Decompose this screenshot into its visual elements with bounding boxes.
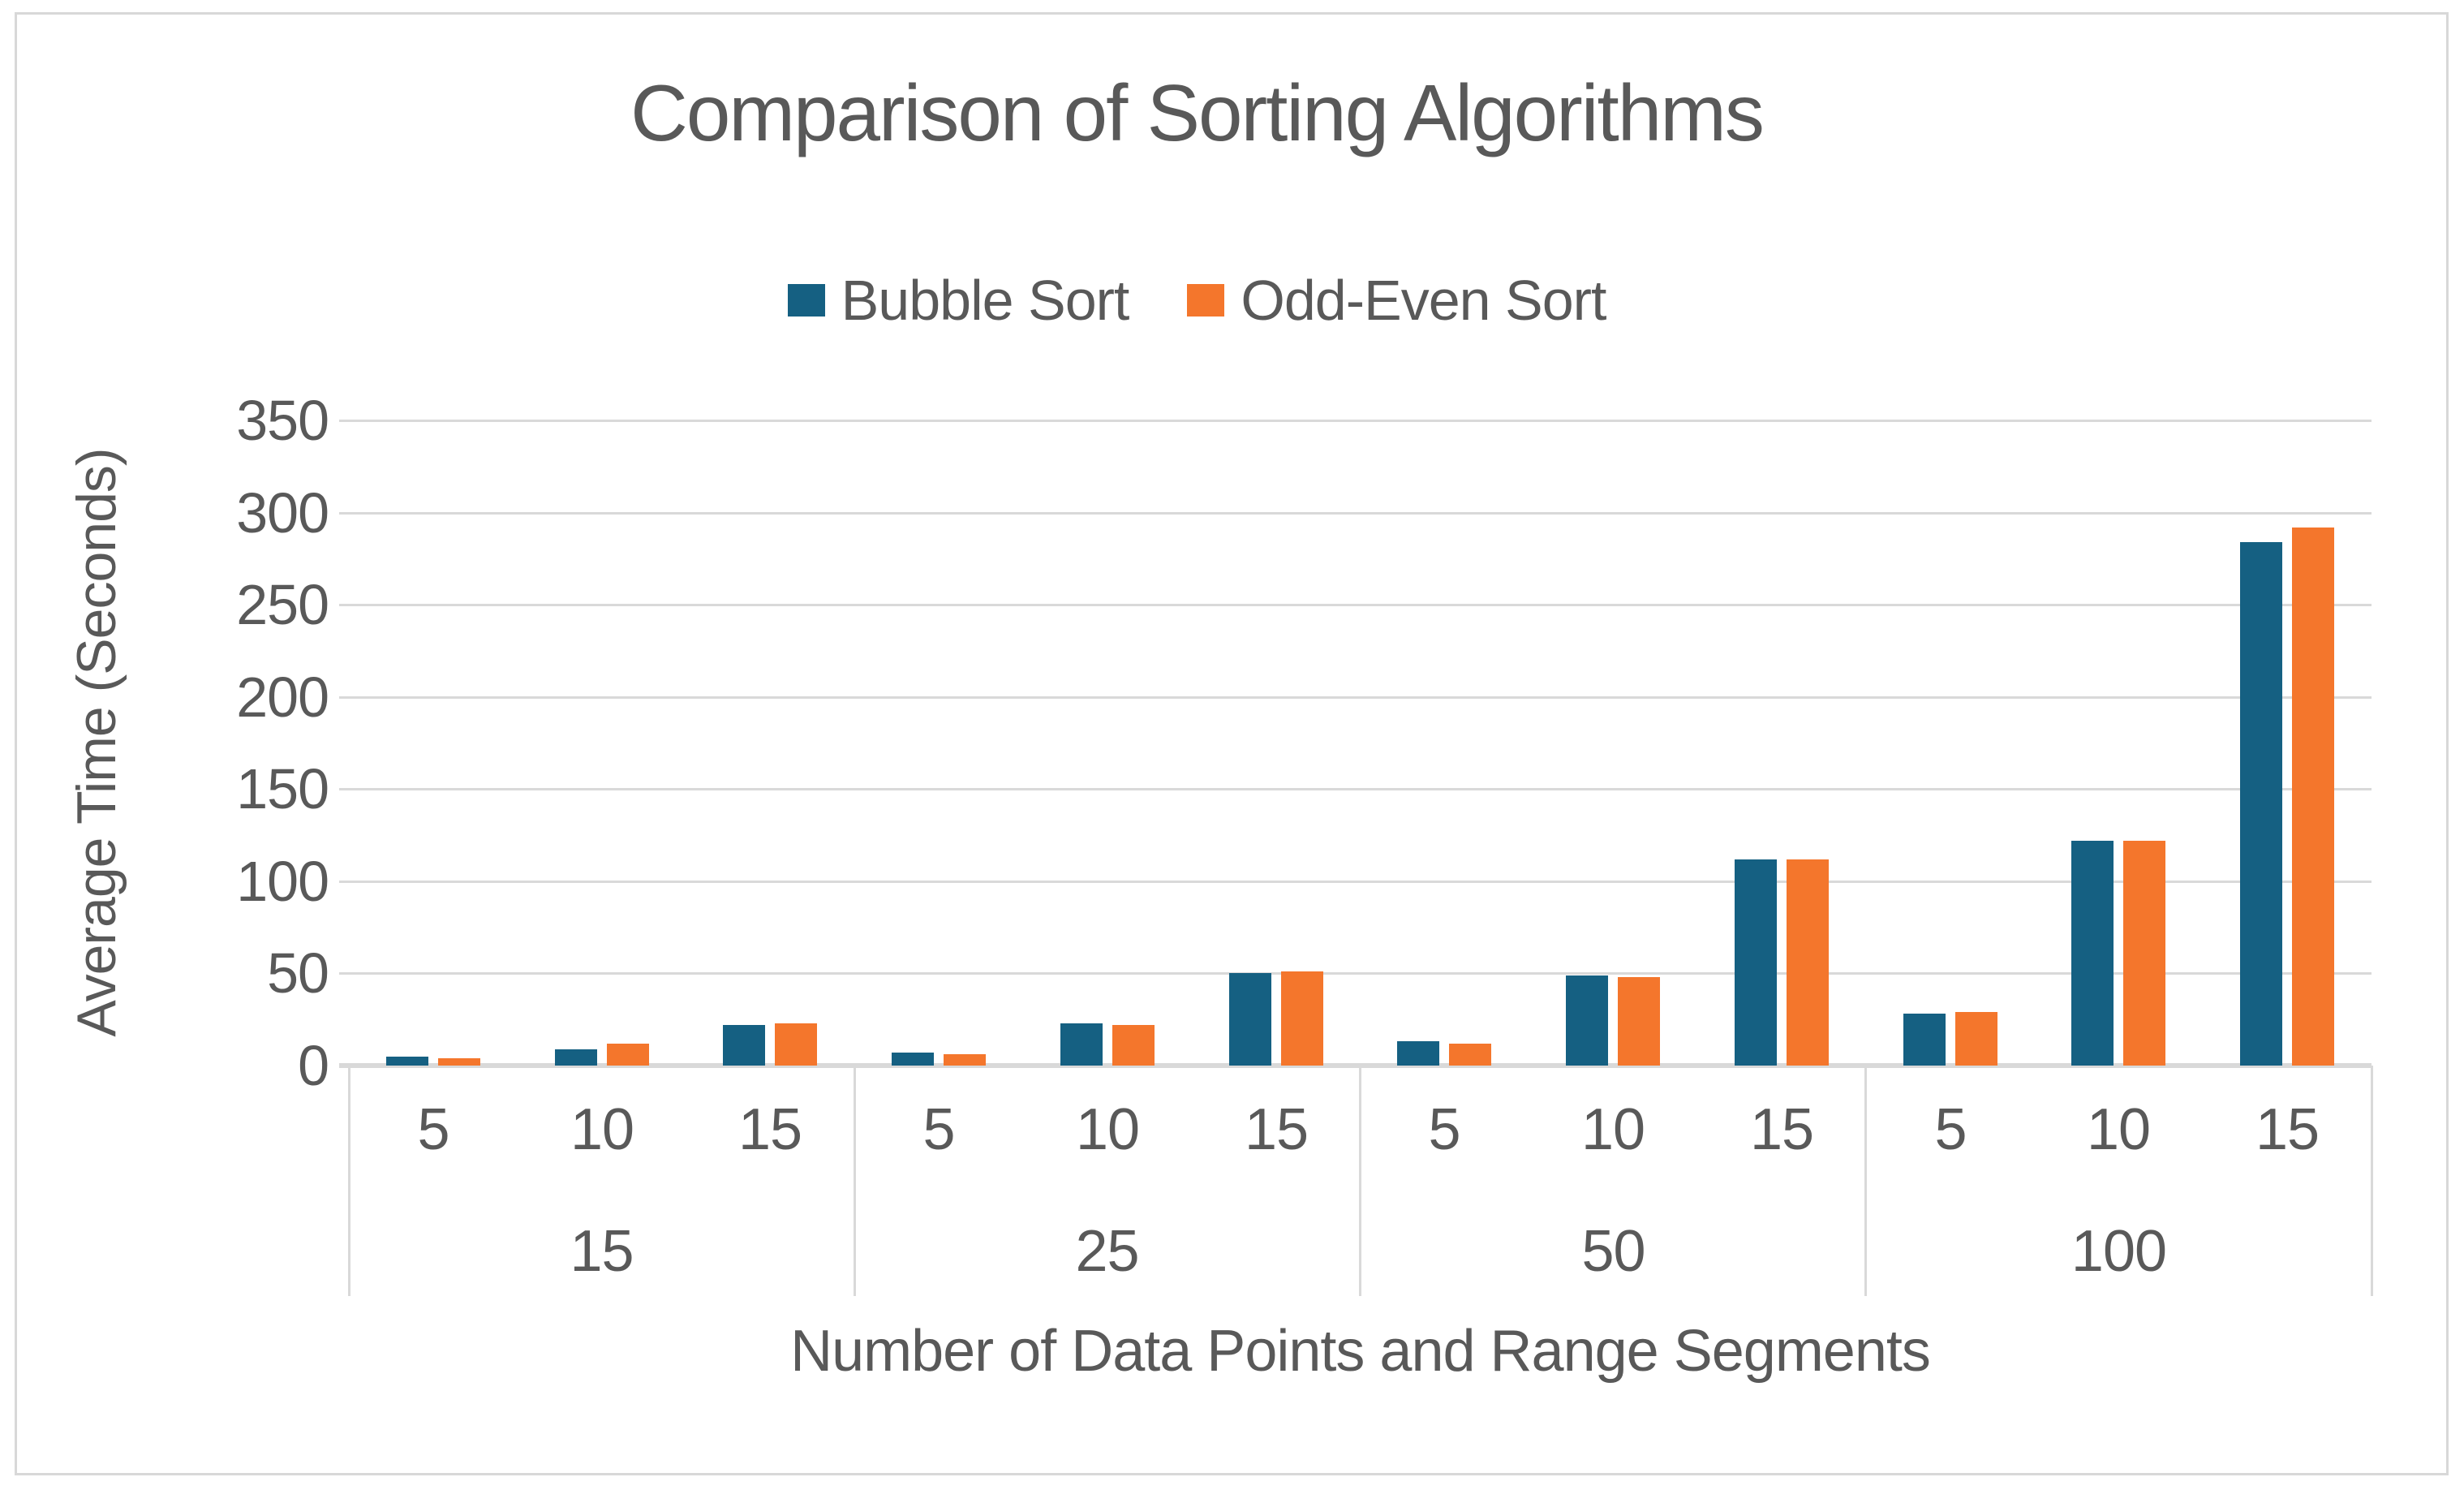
chart-legend: Bubble Sort Odd-Even Sort: [0, 268, 2393, 333]
category-separator: [853, 1066, 856, 1296]
bar-bubble-sort: [1566, 975, 1608, 1066]
x-group-category-label: 100: [2071, 1219, 2167, 1284]
gridline: [339, 604, 2372, 607]
y-axis-tick-label: 100: [236, 849, 329, 913]
y-axis-tick-label: 50: [267, 941, 329, 1006]
gridline: [339, 788, 2372, 791]
bar-odd-even-sort: [1449, 1044, 1491, 1066]
bar-odd-even-sort: [1618, 977, 1660, 1066]
bar-odd-even-sort: [1787, 859, 1829, 1066]
legend-label: Bubble Sort: [841, 269, 1130, 332]
x-group-category-label: 15: [570, 1219, 634, 1284]
bar-bubble-sort: [1903, 1014, 1946, 1066]
x-sub-category-label: 10: [1580, 1097, 1645, 1162]
category-separator: [347, 1066, 350, 1296]
chart-title: Comparison of Sorting Algorithms: [630, 68, 1765, 157]
bar-bubble-sort: [1397, 1041, 1439, 1066]
legend-label: Odd-Even Sort: [1241, 269, 1606, 332]
bar-odd-even-sort: [944, 1054, 986, 1066]
x-sub-category-label: 15: [1244, 1097, 1309, 1162]
bar-odd-even-sort: [2292, 528, 2334, 1066]
y-axis-tick-label: 200: [236, 665, 329, 729]
bar-odd-even-sort: [438, 1058, 480, 1066]
legend-item-bubble-sort: Bubble Sort: [787, 268, 1130, 333]
x-sub-category-label: 15: [1749, 1097, 1814, 1162]
gridline: [339, 695, 2372, 699]
bar-odd-even-sort: [607, 1044, 649, 1066]
bar-odd-even-sort: [775, 1023, 817, 1066]
bar-odd-even-sort: [1281, 971, 1323, 1066]
bar-bubble-sort: [555, 1049, 597, 1066]
x-sub-category-label: 5: [1428, 1097, 1460, 1162]
category-separator: [1359, 1066, 1361, 1296]
x-axis-line: [339, 1063, 2372, 1068]
bubble-sort-swatch-icon: [787, 284, 825, 317]
x-sub-category-label: 10: [2086, 1097, 2151, 1162]
bar-bubble-sort: [1060, 1023, 1103, 1066]
bar-bubble-sort: [892, 1053, 934, 1066]
gridline: [339, 972, 2372, 975]
bar-bubble-sort: [1229, 973, 1271, 1066]
bar-bubble-sort: [2071, 841, 2114, 1066]
gridline: [339, 420, 2372, 422]
y-axis-tick-label: 350: [236, 389, 329, 452]
x-sub-category-label: 5: [1934, 1097, 1967, 1162]
legend-item-odd-even-sort: Odd-Even Sort: [1187, 268, 1606, 333]
bar-odd-even-sort: [1955, 1012, 1997, 1066]
odd-even-sort-swatch-icon: [1187, 284, 1225, 317]
bar-odd-even-sort: [1112, 1025, 1155, 1066]
y-axis-tick-label: 250: [236, 573, 329, 637]
x-sub-category-label: 5: [417, 1097, 449, 1162]
x-sub-category-label: 10: [570, 1097, 634, 1162]
gridline: [339, 880, 2372, 883]
x-group-category-label: 25: [1075, 1219, 1139, 1284]
bar-bubble-sort: [1735, 859, 1777, 1066]
x-axis-title: Number of Data Points and Range Segments: [790, 1319, 1931, 1384]
y-axis-tick-label: 0: [298, 1034, 329, 1097]
chart-frame: [15, 12, 2449, 1475]
bar-bubble-sort: [723, 1025, 765, 1066]
x-sub-category-label: 15: [737, 1097, 802, 1162]
y-axis-tick-label: 150: [236, 757, 329, 821]
gridline: [339, 511, 2372, 515]
x-sub-category-label: 5: [922, 1097, 955, 1162]
bar-bubble-sort: [2240, 542, 2282, 1066]
bar-bubble-sort: [386, 1057, 428, 1066]
bar-odd-even-sort: [2123, 841, 2165, 1066]
category-separator: [1864, 1066, 1868, 1296]
x-sub-category-label: 15: [2255, 1097, 2320, 1162]
x-group-category-label: 50: [1581, 1219, 1645, 1284]
category-separator: [2370, 1066, 2373, 1296]
x-sub-category-label: 10: [1075, 1097, 1140, 1162]
y-axis-tick-label: 300: [236, 480, 329, 545]
y-axis-title: Average Time (Seconds): [66, 448, 127, 1037]
